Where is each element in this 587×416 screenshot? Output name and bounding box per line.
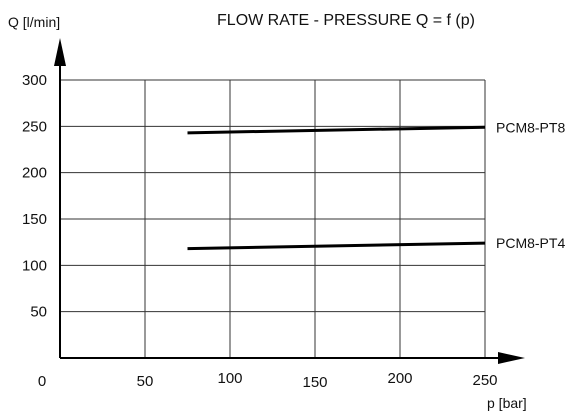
y-tick-label: 150	[22, 211, 47, 228]
y-tick-label: 300	[22, 72, 47, 89]
x-tick-label: 250	[472, 372, 497, 389]
y-tick-label: 100	[22, 257, 47, 274]
x-tick-label: 150	[302, 374, 327, 391]
x-tick-label: 50	[137, 373, 154, 390]
chart-title: FLOW RATE - PRESSURE Q = f (p)	[217, 12, 475, 29]
series-lines: PCM8-PT8 PCM8-PT4	[187, 119, 565, 251]
series-label: PCM8-PT4	[496, 235, 565, 251]
y-tick-label: 50	[30, 304, 47, 321]
y-tick-label: 250	[22, 118, 47, 135]
y-tick-label: 200	[22, 165, 47, 182]
x-tick-label: 0	[38, 373, 46, 390]
y-axis-label: Q [l/min]	[8, 14, 60, 30]
x-axis-label: p [bar]	[487, 395, 527, 411]
y-axis-arrow	[54, 38, 66, 66]
series-label: PCM8-PT8	[496, 119, 565, 135]
axes	[54, 38, 525, 364]
x-axis-arrow	[498, 352, 525, 364]
tick-labels: 300 250 200 150 100 50 0 50 100 150 200 250	[22, 72, 498, 391]
series-line	[187, 241, 486, 251]
grid-lines	[60, 79, 486, 358]
x-tick-label: 100	[217, 370, 242, 387]
x-tick-label: 200	[387, 370, 412, 387]
series-line	[187, 125, 486, 135]
